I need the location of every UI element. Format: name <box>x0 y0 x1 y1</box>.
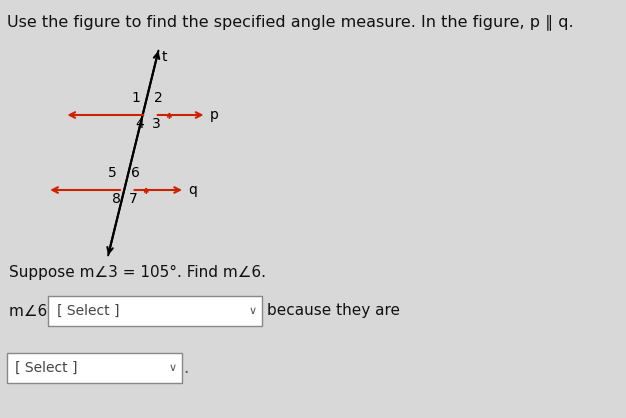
Text: Suppose m∠3 = 105°. Find m∠6.: Suppose m∠3 = 105°. Find m∠6. <box>9 265 265 280</box>
Text: ∨: ∨ <box>169 363 177 373</box>
Text: p: p <box>210 108 218 122</box>
FancyBboxPatch shape <box>7 353 182 383</box>
FancyBboxPatch shape <box>48 296 262 326</box>
Text: because they are: because they are <box>267 303 401 319</box>
Text: q: q <box>188 183 197 197</box>
Text: 1: 1 <box>131 91 140 105</box>
Text: .: . <box>183 359 188 377</box>
Text: Use the figure to find the specified angle measure. In the figure, p ∥ q.: Use the figure to find the specified ang… <box>7 14 573 30</box>
Text: [ Select ]: [ Select ] <box>16 361 78 375</box>
Text: 8: 8 <box>111 192 120 206</box>
Text: m∠6 =: m∠6 = <box>9 303 64 319</box>
Text: 4: 4 <box>135 117 143 131</box>
Text: 7: 7 <box>129 192 138 206</box>
Text: [ Select ]: [ Select ] <box>57 304 120 318</box>
Text: 5: 5 <box>108 166 117 180</box>
Text: ∨: ∨ <box>249 306 257 316</box>
Text: t: t <box>162 50 167 64</box>
Text: 2: 2 <box>154 91 163 105</box>
Text: 6: 6 <box>131 166 140 180</box>
Text: 3: 3 <box>152 117 161 131</box>
